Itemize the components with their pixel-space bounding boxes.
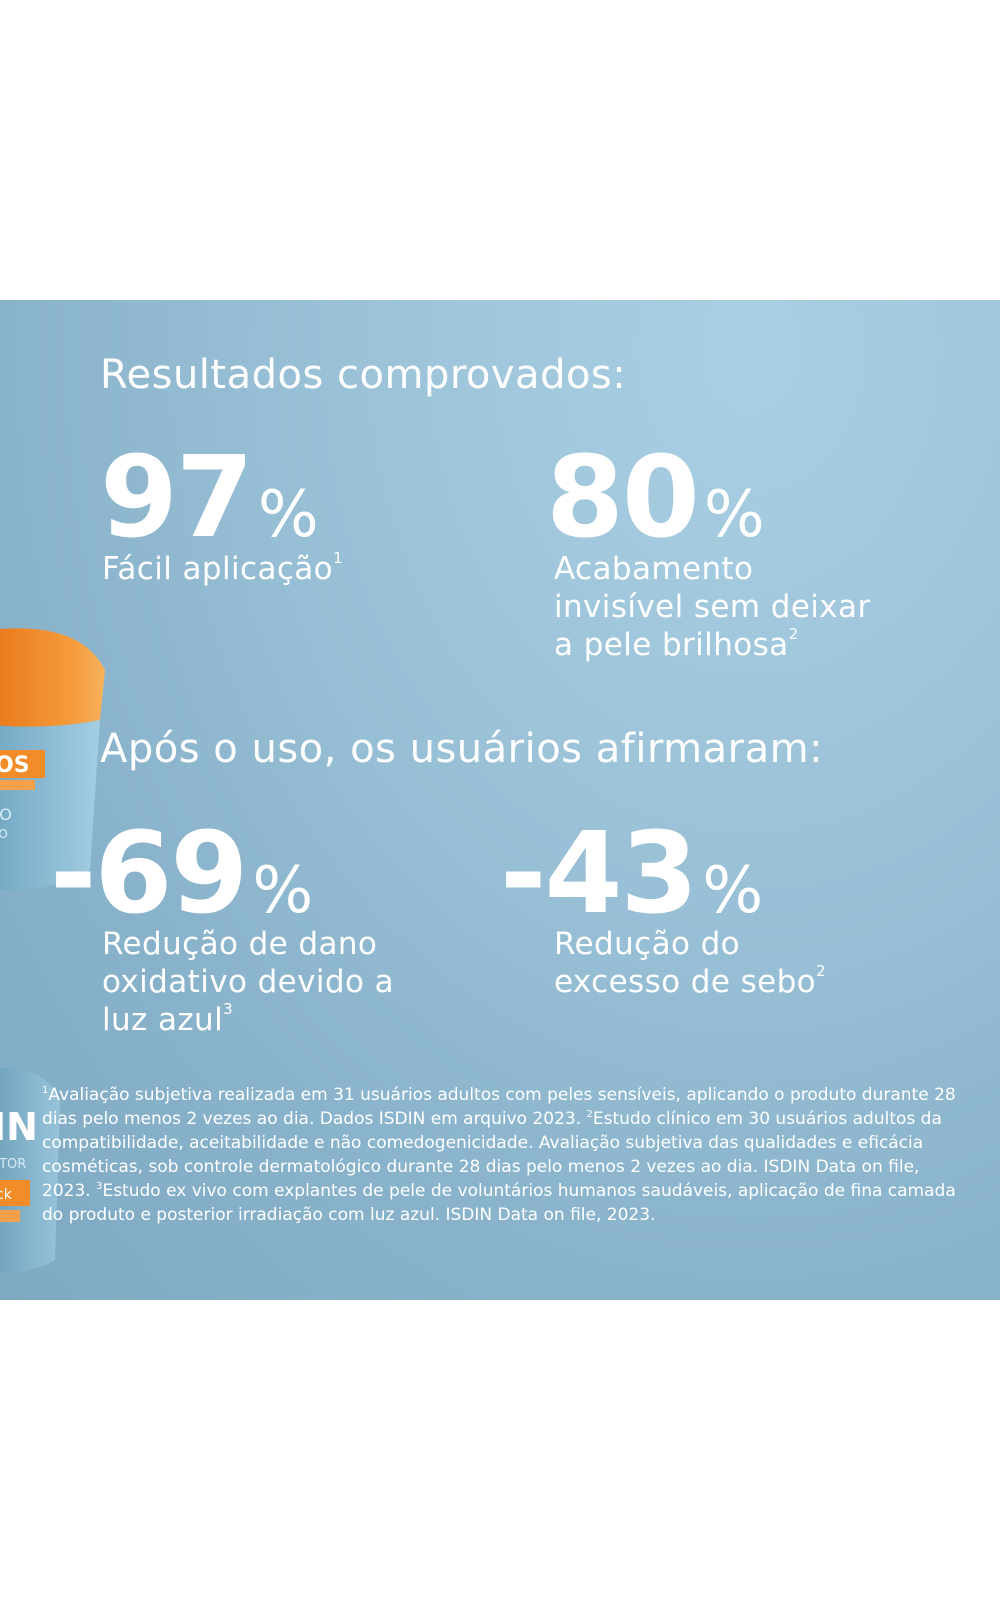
stat-label-easy-application: Fácil aplicação1 bbox=[102, 549, 344, 588]
stat-value: -69 bbox=[50, 809, 248, 939]
product-jar-bottom: IN CTOR ck bbox=[0, 1068, 60, 1273]
stat-97: 97% bbox=[100, 442, 319, 554]
svg-text:ck: ck bbox=[0, 1187, 13, 1203]
heading-after-use: Após o uso, os usuários afirmaram: bbox=[100, 726, 824, 772]
svg-text:IN: IN bbox=[0, 1105, 38, 1149]
heading-results: Resultados comprovados: bbox=[100, 352, 627, 398]
product-jar-top: OS FO CO bbox=[0, 628, 105, 891]
stat-unit: % bbox=[702, 854, 764, 928]
stat-unit: % bbox=[703, 478, 765, 552]
svg-text:FO: FO bbox=[0, 805, 12, 824]
stat-label-oxidative-damage: Redução de dano oxidativo devido a luz a… bbox=[102, 926, 394, 1038]
stat-value: 80 bbox=[546, 433, 700, 563]
stat-label-sebum-reduction: Redução do excesso de sebo2 bbox=[554, 926, 826, 1000]
stat-unit: % bbox=[252, 854, 314, 928]
stat-label-invisible-finish: Acabamento invisível sem deixar a pele b… bbox=[554, 551, 871, 663]
svg-text:CTOR: CTOR bbox=[0, 1157, 26, 1172]
stat-value: -43 bbox=[500, 809, 698, 939]
results-banner: OS FO CO IN CTOR ck Resultados comprovad… bbox=[0, 300, 1000, 1300]
stat-minus-69: -69% bbox=[50, 818, 313, 930]
stat-unit: % bbox=[257, 478, 319, 552]
stat-value: 97 bbox=[100, 433, 254, 563]
stat-80: 80% bbox=[546, 442, 765, 554]
svg-text:OS: OS bbox=[0, 753, 30, 778]
footnote-references: 1Avaliação subjetiva realizada em 31 usu… bbox=[42, 1085, 956, 1225]
svg-text:CO: CO bbox=[0, 827, 8, 841]
stat-minus-43: -43% bbox=[500, 818, 763, 930]
